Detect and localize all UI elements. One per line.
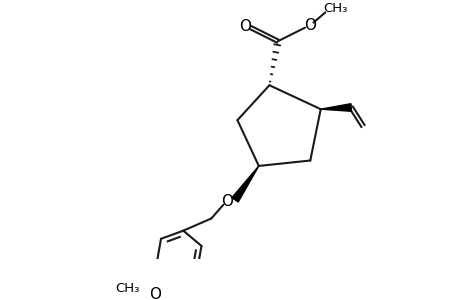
Text: CH₃: CH₃ (115, 282, 140, 295)
Polygon shape (231, 166, 258, 202)
Text: O: O (303, 19, 315, 34)
Text: CH₃: CH₃ (323, 2, 347, 15)
Text: O: O (238, 19, 250, 34)
Text: O: O (148, 287, 160, 300)
Polygon shape (320, 104, 351, 111)
Text: O: O (221, 194, 233, 209)
